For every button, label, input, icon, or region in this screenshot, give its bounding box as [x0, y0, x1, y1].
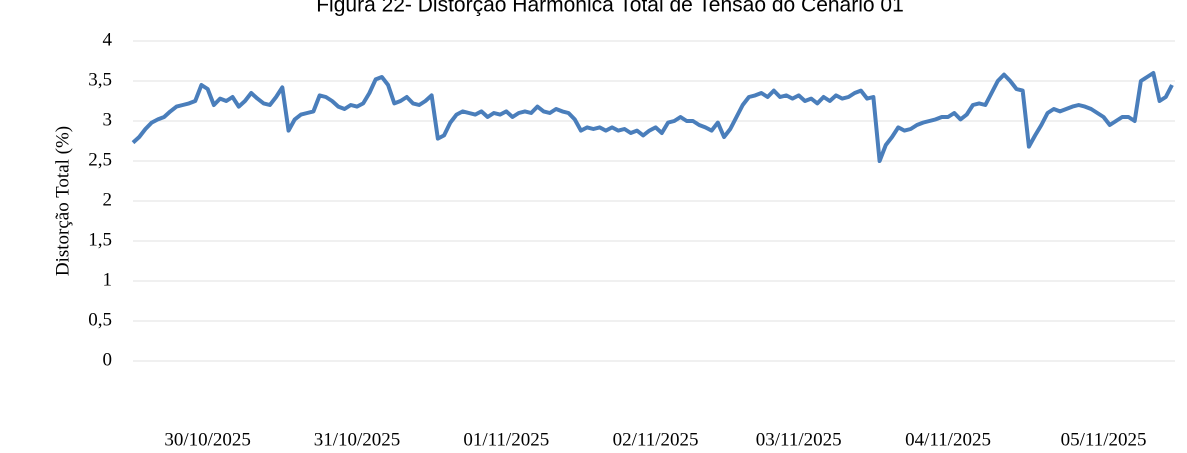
data-line	[131, 71, 1174, 163]
y-tick-label: 3	[103, 109, 113, 130]
y-tick-label: 4	[103, 29, 113, 50]
y-axis-label: Distorção Total (%)	[52, 126, 73, 276]
x-tick-label: 01/11/2025	[463, 429, 549, 450]
y-tick-label: 2,5	[88, 149, 112, 170]
y-tick-label: 1,5	[88, 229, 112, 250]
y-tick-label: 0,5	[88, 309, 112, 330]
chart-title: Figura 22- Distorção Harmônica Total de …	[316, 0, 904, 17]
x-tick-label: 04/11/2025	[905, 429, 991, 450]
y-tick-label: 0	[103, 349, 113, 370]
x-tick-label: 02/11/2025	[613, 429, 699, 450]
x-tick-label: 31/10/2025	[314, 429, 401, 450]
x-tick-label: 03/11/2025	[756, 429, 842, 450]
y-tick-label: 2	[103, 189, 113, 210]
x-tick-label: 05/11/2025	[1061, 429, 1147, 450]
y-tick-label: 3,5	[88, 69, 112, 90]
y-tick-label: 1	[103, 269, 113, 290]
x-tick-label: 30/10/2025	[164, 429, 251, 450]
